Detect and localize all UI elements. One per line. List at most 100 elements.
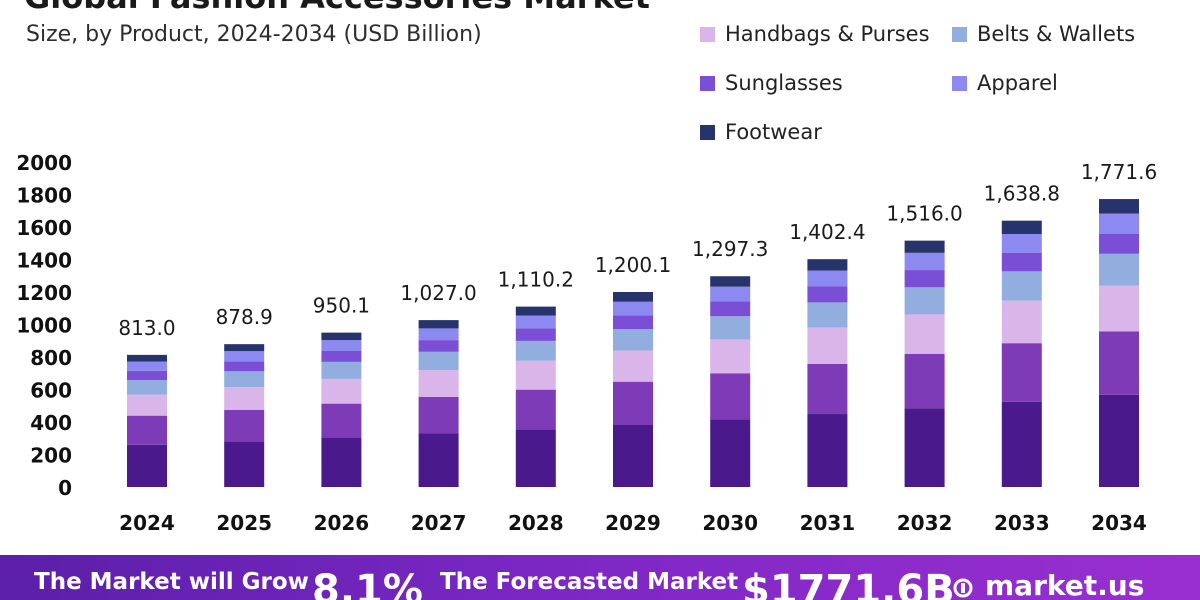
y-tick-label: 200: [30, 444, 72, 468]
x-tick-label: 2034: [1091, 511, 1147, 535]
bar-segment-sunglasses: [224, 361, 265, 372]
bar-total-label: 1,638.8: [984, 182, 1060, 206]
bar-segment-handbags-purses: [807, 327, 848, 364]
legend-swatch-handbags: [700, 26, 715, 42]
bar-segment-jewelry: [127, 444, 167, 487]
bar-segment-sunglasses: [321, 350, 362, 362]
bar-segment-watches: [1099, 331, 1139, 395]
y-tick-label: 1400: [16, 249, 72, 273]
market-us-logo-icon: [953, 578, 973, 598]
bar-total-label: 950.1: [313, 294, 370, 318]
bar-segment-footwear: [127, 354, 167, 362]
y-tick-label: 1000: [16, 314, 72, 338]
legend-item-sunglasses: Sunglasses: [700, 71, 843, 95]
bar-segment-belts-wallets: [613, 329, 653, 351]
bar-total-label: 1,516.0: [886, 202, 962, 226]
legend-label-apparel: Apparel: [977, 71, 1058, 95]
bar-segment-handbags-purses: [1001, 300, 1042, 344]
legend-item-belts: Belts & Wallets: [952, 22, 1135, 46]
x-tick-label: 2028: [508, 511, 564, 535]
legend-label-belts: Belts & Wallets: [977, 22, 1136, 46]
bar-segment-apparel: [710, 286, 751, 302]
bar-segment-belts-wallets: [807, 302, 848, 328]
bar-segment-footwear: [613, 292, 653, 302]
bar-segment-sunglasses: [807, 286, 848, 303]
bar-total-label: 1,297.3: [692, 237, 768, 261]
bar-segment-footwear: [710, 276, 751, 287]
bar-segment-apparel: [127, 361, 167, 371]
x-tick-label: 2024: [119, 511, 175, 535]
legend-swatch-apparel: [952, 75, 967, 91]
bar-total-label: 813.0: [118, 316, 175, 340]
bar-segment-watches: [807, 363, 848, 415]
bar-segment-sunglasses: [710, 301, 751, 317]
legend-item-handbags: Handbags & Purses: [700, 22, 930, 46]
bar-segment-belts-wallets: [515, 340, 556, 361]
bar-segment-jewelry: [321, 437, 362, 487]
legend-label-handbags: Handbags & Purses: [725, 22, 930, 46]
bar-total-label: 878.9: [216, 305, 273, 329]
bar-segment-jewelry: [1099, 394, 1139, 487]
bar-segment-apparel: [1001, 233, 1042, 253]
bar-segment-apparel: [807, 270, 848, 287]
y-tick-label: 800: [30, 346, 72, 370]
banner-total-value: $1771.6B: [742, 567, 955, 600]
banner-logo-text: market.us: [985, 569, 1145, 600]
bar-segment-footwear: [807, 259, 848, 271]
bar-segment-footwear: [224, 344, 265, 352]
bar-segment-apparel: [224, 351, 265, 362]
bar-segment-belts-wallets: [1099, 253, 1139, 286]
bar-segment-jewelry: [1001, 401, 1042, 487]
bar-segment-handbags-purses: [904, 314, 945, 354]
bar-segment-belts-wallets: [1001, 271, 1042, 301]
bar-segment-watches: [710, 373, 751, 420]
bar-segment-watches: [224, 409, 265, 442]
bar-segment-sunglasses: [1001, 252, 1042, 272]
bar-segment-jewelry: [807, 414, 848, 487]
y-tick-label: 1800: [16, 184, 72, 208]
x-tick-label: 2026: [314, 511, 370, 535]
bar-segment-sunglasses: [904, 270, 945, 288]
bar-segment-belts-wallets: [127, 380, 167, 395]
x-tick-label: 2032: [897, 511, 953, 535]
bar-segment-sunglasses: [418, 340, 459, 352]
bar-segment-footwear: [515, 306, 556, 316]
bar-total-label: 1,771.6: [1081, 160, 1157, 184]
summary-banner: The Market will Grow 8.1% The Forecasted…: [0, 555, 1200, 600]
bar-segment-handbags-purses: [321, 378, 362, 404]
bar-segment-footwear: [321, 332, 362, 341]
bar-segment-handbags-purses: [1099, 285, 1139, 332]
x-tick-label: 2029: [605, 511, 661, 535]
bar-segment-footwear: [1001, 220, 1042, 234]
chart-subtitle: Size, by Product, 2024-2034 (USD Billion…: [26, 22, 482, 47]
bar-segment-jewelry: [515, 429, 556, 487]
bar-segment-apparel: [418, 328, 459, 341]
bar-segment-belts-wallets: [710, 316, 751, 340]
bar-total-label: 1,110.2: [498, 268, 574, 292]
bar-segment-watches: [418, 396, 459, 434]
bar-segment-handbags-purses: [224, 387, 265, 410]
x-tick-label: 2033: [994, 511, 1050, 535]
y-tick-label: 0: [58, 476, 72, 500]
bar-segment-sunglasses: [613, 315, 653, 330]
banner-cagr-value: 8.1%: [312, 567, 423, 600]
bar-segment-handbags-purses: [710, 339, 751, 374]
bar-segment-handbags-purses: [418, 370, 459, 397]
banner-grow-text: The Market will Grow: [34, 569, 309, 595]
x-tick-label: 2025: [216, 511, 272, 535]
bar-segment-handbags-purses: [613, 350, 653, 382]
bar-total-label: 1,027.0: [400, 281, 476, 305]
bar-segment-watches: [127, 415, 167, 445]
bar-segment-jewelry: [418, 433, 459, 487]
bar-segment-handbags-purses: [127, 394, 167, 416]
legend-swatch-footwear: [700, 124, 715, 140]
bar-segment-sunglasses: [127, 370, 167, 381]
bar-segment-watches: [1001, 343, 1042, 402]
legend-label-sunglasses: Sunglasses: [725, 71, 843, 95]
bar-total-label: 1,200.1: [595, 253, 671, 277]
bar-segment-footwear: [418, 320, 459, 329]
bar-segment-footwear: [904, 240, 945, 253]
legend-item-apparel: Apparel: [952, 71, 1058, 95]
bar-segment-belts-wallets: [904, 287, 945, 315]
bar-segment-apparel: [515, 315, 556, 329]
